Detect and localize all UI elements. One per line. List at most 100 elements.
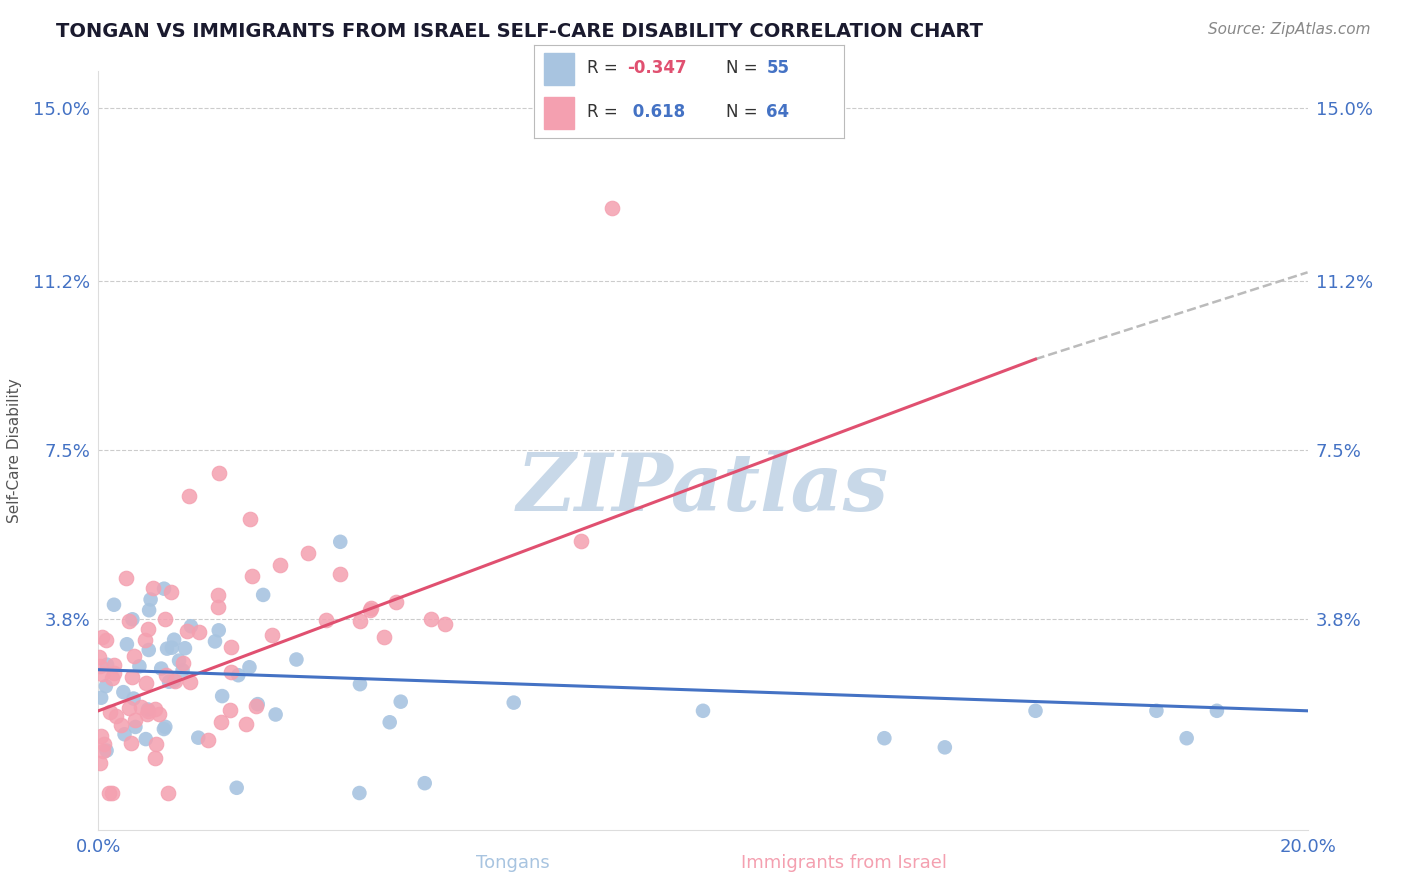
Point [179, 489, 201, 503]
Point [389, 695, 412, 709]
Point [208, 624, 231, 638]
Point [103, 658, 125, 673]
Point [134, 632, 156, 647]
Point [329, 566, 352, 581]
Point [165, 674, 187, 689]
Point [143, 702, 166, 716]
Point [209, 714, 232, 729]
Point [101, 786, 124, 800]
Point [142, 581, 165, 595]
Point [153, 722, 176, 736]
Point [692, 704, 714, 718]
Point [420, 612, 443, 626]
Point [1024, 704, 1046, 718]
Point [96, 657, 118, 672]
Point [139, 592, 162, 607]
Point [172, 664, 194, 678]
Point [413, 776, 436, 790]
Point [873, 731, 896, 746]
Bar [544, 97, 575, 129]
Point [136, 702, 159, 716]
Point [315, 614, 337, 628]
Point [128, 659, 150, 673]
Point [264, 707, 287, 722]
Text: Source: ZipAtlas.com: Source: ZipAtlas.com [1208, 22, 1371, 37]
Point [252, 588, 274, 602]
Point [204, 634, 226, 648]
Point [373, 630, 395, 644]
Point [90, 667, 112, 681]
Point [90, 690, 112, 705]
Point [96, 632, 118, 647]
Point [188, 624, 211, 639]
Point [115, 571, 138, 585]
Point [89, 756, 111, 770]
Point [121, 670, 143, 684]
Point [135, 676, 157, 690]
Point [269, 558, 291, 572]
Point [360, 601, 382, 615]
Point [225, 780, 247, 795]
Point [179, 674, 201, 689]
Point [93, 737, 115, 751]
Point [1206, 704, 1229, 718]
Point [118, 615, 141, 629]
Point [934, 740, 956, 755]
Point [197, 732, 219, 747]
Point [571, 533, 593, 548]
Point [98, 786, 121, 800]
Point [172, 657, 194, 671]
Point [378, 715, 401, 730]
Point [226, 668, 249, 682]
Point [155, 667, 177, 681]
Text: -0.347: -0.347 [627, 59, 686, 77]
Point [129, 700, 152, 714]
Point [157, 674, 180, 689]
Point [124, 649, 146, 664]
Text: Tongans: Tongans [477, 855, 550, 872]
Point [207, 600, 229, 615]
Point [112, 685, 135, 699]
Point [262, 628, 284, 642]
Point [114, 727, 136, 741]
Text: N =: N = [725, 103, 763, 121]
Point [135, 732, 157, 747]
Text: ZIPatlas: ZIPatlas [517, 450, 889, 527]
Point [207, 588, 229, 602]
Point [121, 612, 143, 626]
Point [238, 660, 260, 674]
Point [167, 654, 190, 668]
Point [94, 679, 117, 693]
Point [155, 720, 177, 734]
Text: N =: N = [725, 59, 763, 77]
Point [124, 713, 146, 727]
Point [163, 674, 186, 689]
Text: TONGAN VS IMMIGRANTS FROM ISRAEL SELF-CARE DISABILITY CORRELATION CHART: TONGAN VS IMMIGRANTS FROM ISRAEL SELF-CA… [56, 22, 983, 41]
Point [138, 704, 160, 718]
Point [235, 716, 257, 731]
Point [240, 568, 263, 582]
Point [163, 632, 186, 647]
Text: R =: R = [586, 59, 623, 77]
Point [145, 737, 167, 751]
Point [98, 705, 121, 719]
Point [160, 640, 183, 655]
Point [120, 736, 142, 750]
Y-axis label: Self-Care Disability: Self-Care Disability [7, 378, 22, 523]
Point [176, 624, 198, 639]
Point [110, 718, 132, 732]
Point [136, 622, 159, 636]
Point [138, 603, 160, 617]
Point [360, 603, 382, 617]
Point [502, 696, 524, 710]
Point [115, 637, 138, 651]
Point [211, 689, 233, 703]
Point [1144, 704, 1167, 718]
Point [245, 699, 267, 714]
Point [136, 706, 159, 721]
Point [180, 619, 202, 633]
Text: Immigrants from Israel: Immigrants from Israel [741, 855, 946, 872]
Text: 64: 64 [766, 103, 789, 121]
Point [156, 641, 179, 656]
Point [143, 751, 166, 765]
